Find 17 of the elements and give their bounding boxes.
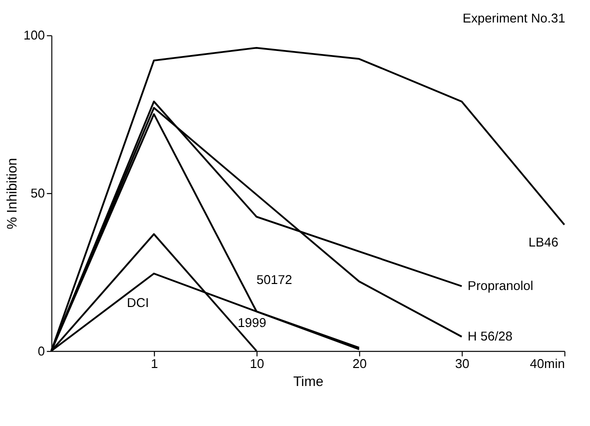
series-label: DCI xyxy=(126,295,149,310)
y-tick-label: 50 xyxy=(30,186,45,201)
x-tick-label: 30 xyxy=(455,356,470,372)
y-tick-label: 100 xyxy=(24,28,45,43)
series-label: H 56/28 xyxy=(468,328,513,344)
series-label: LB46 xyxy=(528,234,558,250)
y-tick-label: 0 xyxy=(38,343,45,358)
x-tick-label: 10 xyxy=(250,356,264,372)
x-tick-label: 1 xyxy=(150,356,158,372)
x-tick-label: 40min xyxy=(530,356,565,372)
series-label: 1999 xyxy=(238,314,266,330)
y-axis-title: % Inhibition xyxy=(4,158,20,230)
x-axis-title: Time xyxy=(293,372,324,389)
x-tick-label: 20 xyxy=(352,356,367,372)
chart-title: Experiment No.31 xyxy=(462,10,566,26)
series-label: 50172 xyxy=(256,272,292,287)
series-label: Propranolol xyxy=(468,278,534,294)
